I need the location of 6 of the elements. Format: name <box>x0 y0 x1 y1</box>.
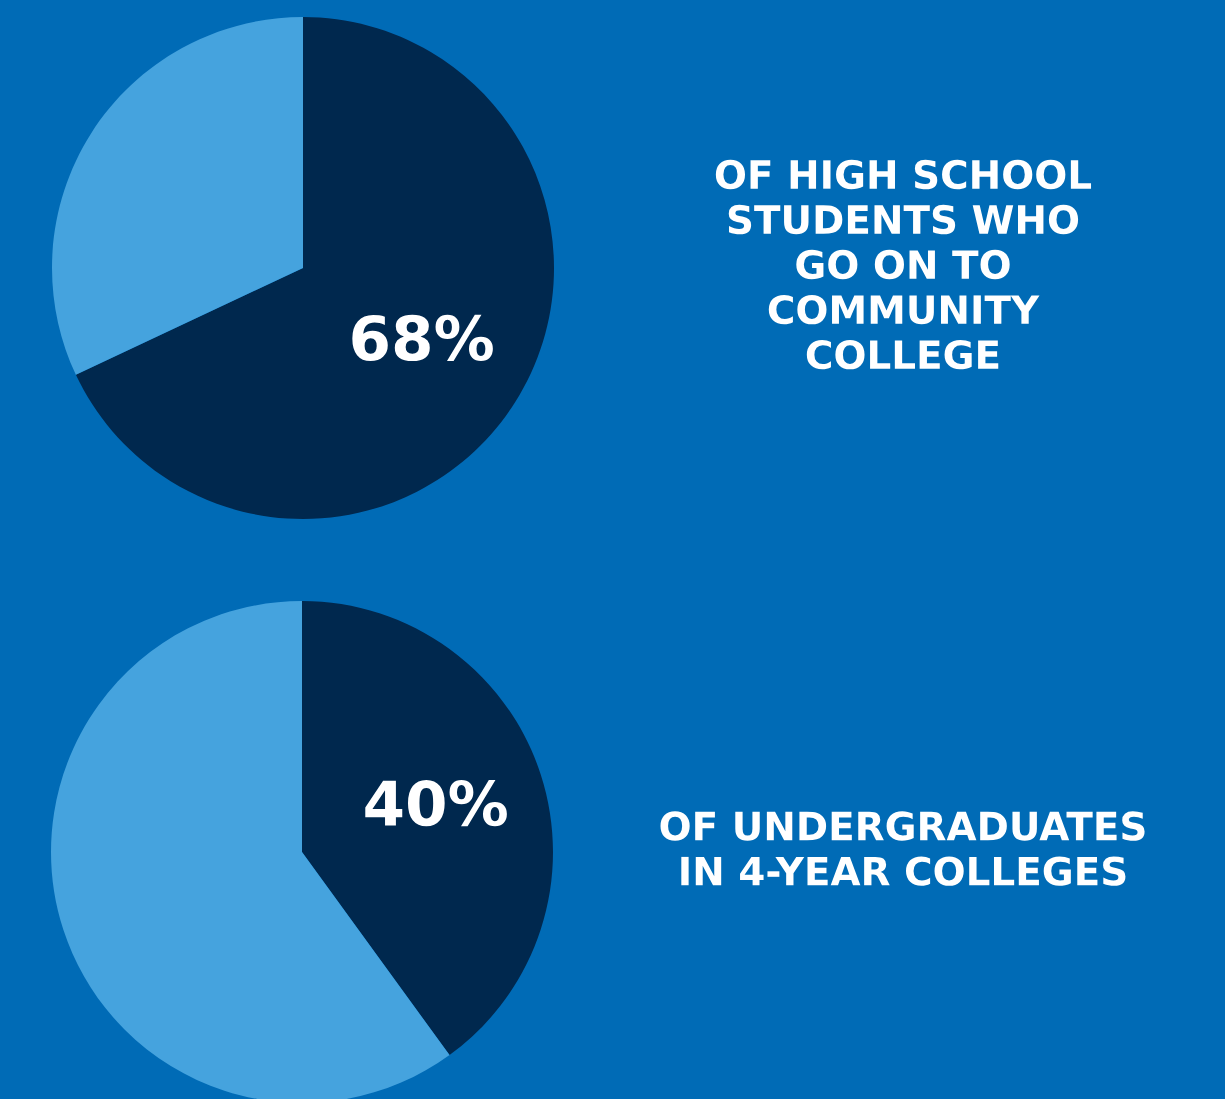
pie-slice <box>75 17 554 519</box>
text: OF UNDERGRADUATES IN 4-YEAR COLLEGES <box>660 811 1145 886</box>
data-label: 40% <box>365 780 507 827</box>
data-label: 68% <box>352 314 493 362</box>
text: OF HIGH SCHOOL STUDENTS WHO GO ON TO COMMUNITY COLLEGE <box>715 159 1092 370</box>
pie-slice <box>52 17 303 375</box>
